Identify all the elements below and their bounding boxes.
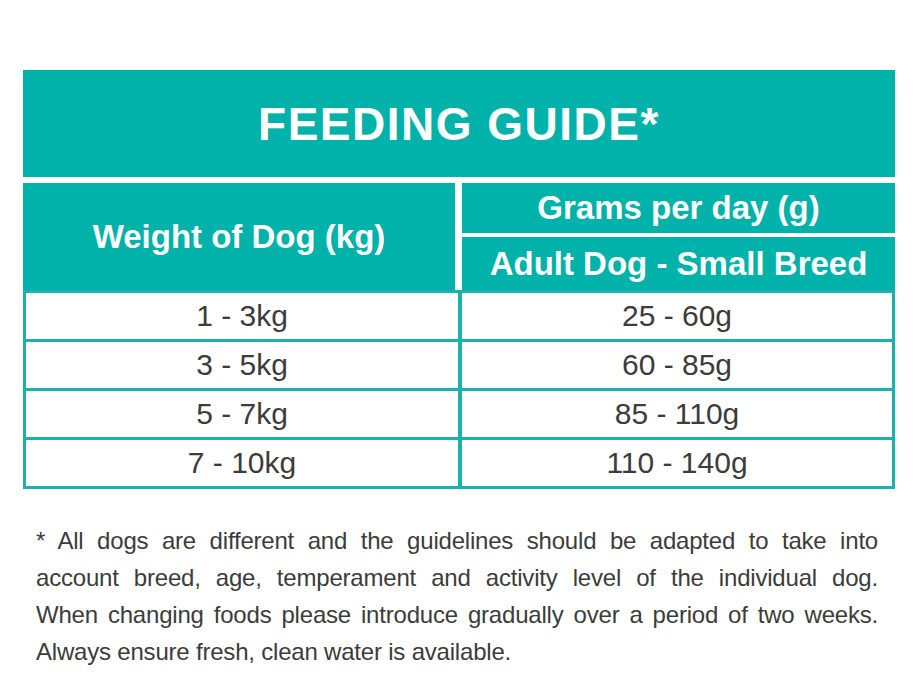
grams-cell-row2: 60 - 85g	[462, 342, 892, 388]
footnote-line-2: account breed, age, temperament and acti…	[36, 559, 878, 596]
weight-cell-row4: 7 - 10kg	[26, 440, 458, 486]
footnote-line-1: * All dogs are different and the guideli…	[36, 522, 878, 559]
feeding-guide-table: FEEDING GUIDE* Weight of Dog (kg) Grams …	[23, 70, 895, 489]
weight-column-header: Weight of Dog (kg)	[23, 183, 455, 290]
adult-dog-small-breed-header: Adult Dog - Small Breed	[462, 237, 895, 290]
grams-column-header-group: Grams per day (g) Adult Dog - Small Bree…	[462, 183, 895, 290]
table-title: FEEDING GUIDE*	[23, 70, 895, 177]
weight-cell-row3: 5 - 7kg	[26, 391, 458, 437]
weight-cell-row1: 1 - 3kg	[26, 293, 458, 339]
weight-cell-row2: 3 - 5kg	[26, 342, 458, 388]
table-header-row: Weight of Dog (kg) Grams per day (g) Adu…	[23, 183, 895, 290]
grams-cell-row3: 85 - 110g	[462, 391, 892, 437]
footnote-line-4: Always ensure fresh, clean water is avai…	[36, 633, 878, 670]
feeding-guide-page: FEEDING GUIDE* Weight of Dog (kg) Grams …	[0, 0, 914, 688]
footnote-line-3: When changing foods please introduce gra…	[36, 596, 878, 633]
table-body: 1 - 3kg 25 - 60g 3 - 5kg 60 - 85g 5 - 7k…	[23, 290, 895, 489]
grams-cell-row1: 25 - 60g	[462, 293, 892, 339]
grams-per-day-header: Grams per day (g)	[462, 183, 895, 233]
header-column-divider	[455, 183, 462, 290]
grams-cell-row4: 110 - 140g	[462, 440, 892, 486]
footnote: * All dogs are different and the guideli…	[36, 522, 878, 670]
